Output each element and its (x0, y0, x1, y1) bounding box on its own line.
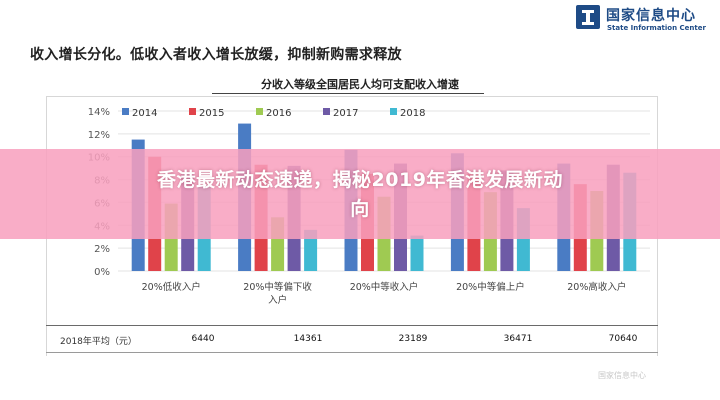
table-value: 14361 (293, 334, 323, 344)
watermark: 国家信息中心 (598, 371, 646, 380)
table-value: 36471 (503, 334, 533, 344)
table-value: 6440 (191, 334, 215, 344)
legend-swatch (122, 108, 129, 115)
x-tick-label: 20%中等偏上户 (456, 281, 525, 293)
x-tick-label: 20%中等偏下收入户 (243, 281, 312, 306)
logo: 国家信息中心 State Information Center (575, 4, 715, 36)
legend-swatch (256, 108, 263, 115)
chart-title-underline (212, 93, 484, 94)
table-bottom-rule (46, 352, 658, 353)
legend-label: 2018 (400, 108, 425, 119)
legend-label: 2015 (199, 108, 224, 119)
x-tick-label: 20%低收入户 (142, 281, 201, 293)
legend-swatch (323, 108, 330, 115)
state-information-center-logo-icon (576, 5, 600, 29)
logo-name-en: State Information Center (607, 24, 706, 32)
bar (410, 235, 424, 271)
legend-swatch (390, 108, 397, 115)
table-row-label: 2018年平均（元） (60, 337, 137, 347)
table-value: 70640 (608, 334, 638, 344)
y-tick-label: 12% (88, 130, 110, 141)
x-tick-label: 20%中等收入户 (350, 281, 419, 293)
table-top-rule (46, 325, 658, 326)
legend-swatch (189, 108, 196, 115)
chart-title: 分收入等级全国居民人均可支配收入增速 (261, 78, 459, 91)
title-banner (0, 149, 720, 239)
x-tick-label: 20%高收入户 (567, 281, 626, 293)
bar (304, 229, 318, 271)
y-tick-label: 0% (94, 267, 110, 278)
legend-label: 2014 (132, 108, 157, 119)
slide-headline: 收入增长分化。低收入者收入增长放缓，抑制新购需求释放 (30, 47, 402, 63)
legend-label: 2016 (266, 108, 291, 119)
logo-name-cn: 国家信息中心 (606, 8, 696, 24)
banner-title: 香港最新动态速递，揭秘2019年香港发展新动 向 (50, 166, 670, 224)
y-tick-label: 14% (88, 107, 110, 118)
legend-label: 2017 (333, 108, 358, 119)
table-value: 23189 (398, 334, 428, 344)
banner-title-line-2: 向 (350, 198, 370, 220)
banner-title-line-1: 香港最新动态速递，揭秘2019年香港发展新动 (157, 169, 563, 191)
y-tick-label: 2% (94, 244, 110, 255)
